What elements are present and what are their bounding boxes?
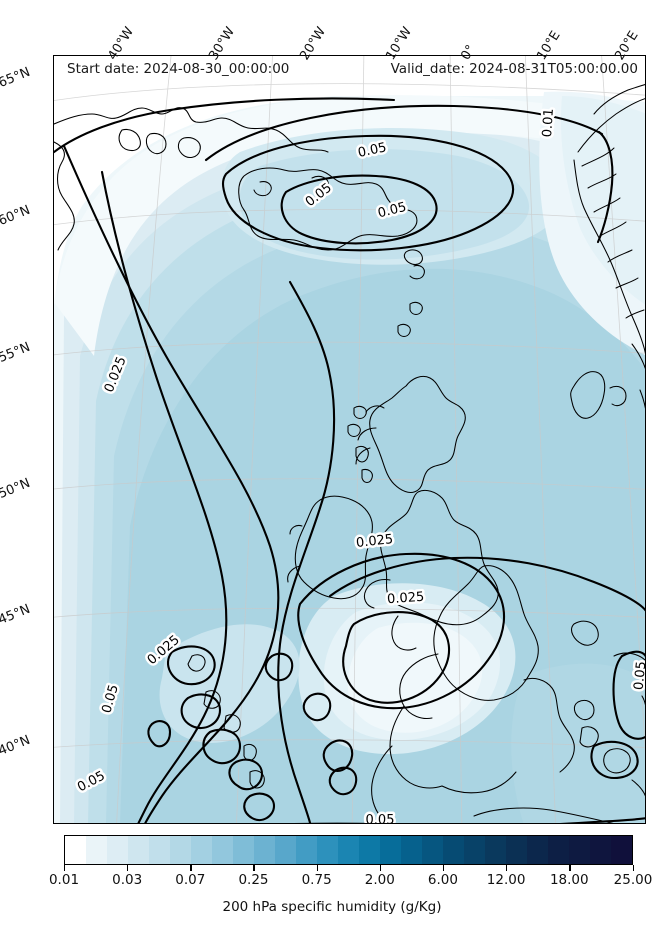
colorbar-swatch: [191, 836, 212, 864]
colorbar-swatch: [359, 836, 380, 864]
colorbar-swatch: [86, 836, 107, 864]
contour-label-halo: 0.025: [355, 532, 394, 551]
colorbar-tick: [64, 865, 66, 871]
colorbar-tick-label: 2.00: [364, 872, 395, 888]
colorbar-title: 200 hPa specific humidity (g/Kg): [222, 899, 442, 915]
map-plot-area[interactable]: 0.05 0.05 0.05 0.05 0.05 0.05 0.01 0.01 0.025 0.0…: [53, 55, 646, 824]
colorbar-tick: [253, 865, 255, 871]
colorbar-swatch: [128, 836, 149, 864]
colorbar-swatch: [317, 836, 338, 864]
colorbar-tick-label: 0.25: [238, 872, 269, 888]
colorbar-tick-label: 25.00: [613, 872, 653, 888]
contour-label-halo: 0.025: [387, 590, 425, 608]
colorbar-swatch: [65, 836, 86, 864]
colorbar-swatch: [275, 836, 296, 864]
colorbar-tick-label: 6.00: [427, 872, 458, 888]
contour-label: 0.025: [355, 532, 394, 551]
contour-line-layer: [54, 97, 645, 823]
lat-tick-label: 40°N: [0, 732, 33, 759]
contour-label-halo: 0.05: [366, 813, 395, 824]
lat-tick-label: 55°N: [0, 339, 33, 366]
contour-label: 0.05: [632, 660, 646, 690]
colorbar-ticks: [64, 865, 635, 873]
contour-label: 0.05: [357, 140, 388, 161]
lat-tick-label: 50°N: [0, 475, 33, 502]
colorbar-tick-label: 0.75: [301, 872, 332, 888]
colorbar[interactable]: [64, 835, 633, 865]
colorbar-tick-label: 18.00: [549, 872, 589, 888]
colorbar-gradient[interactable]: [64, 835, 633, 865]
colorbar-tick: [379, 865, 382, 871]
lat-tick-label: 60°N: [0, 202, 33, 229]
colorbar-swatch: [233, 836, 254, 864]
contour-label: 0.01: [540, 108, 557, 138]
colorbar-swatch: [464, 836, 485, 864]
colorbar-tick: [633, 865, 635, 871]
colorbar-swatch: [611, 836, 632, 864]
colorbar-swatch: [548, 836, 569, 864]
colorbar-swatch: [212, 836, 233, 864]
colorbar-swatch: [296, 836, 317, 864]
filled-contour-layer: [54, 56, 645, 823]
coastline-layer: [54, 84, 645, 823]
colorbar-tick-label: 0.01: [48, 872, 80, 888]
colorbar-swatch: [401, 836, 422, 864]
contour-label-halo: 0.05: [632, 660, 646, 690]
colorbar-swatch: [149, 836, 170, 864]
colorbar-swatch: [485, 836, 506, 864]
colorbar-swatch: [569, 836, 590, 864]
contour-label: 0.025: [387, 590, 425, 608]
colorbar-swatch: [338, 836, 359, 864]
contour-label-halo: 0.01: [540, 108, 557, 138]
colorbar-tick: [127, 865, 129, 871]
colorbar-swatch: [170, 836, 191, 864]
lat-tick-label: 65°N: [0, 64, 33, 91]
colorbar-tick-label: 12.00: [486, 872, 526, 888]
colorbar-swatch: [590, 836, 611, 864]
colorbar-swatch: [506, 836, 527, 864]
colorbar-tick: [442, 865, 445, 871]
colorbar-tick: [506, 865, 508, 871]
colorbar-tick: [190, 865, 192, 871]
contour-label: 0.05: [376, 200, 408, 222]
colorbar-swatch: [527, 836, 548, 864]
lat-tick-label: 45°N: [0, 601, 33, 628]
colorbar-tick-label: 0.03: [112, 872, 143, 888]
colorbar-swatch: [443, 836, 464, 864]
colorbar-swatch: [254, 836, 275, 864]
colorbar-swatch: [380, 836, 401, 864]
contour-label: 0.05: [366, 813, 395, 824]
colorbar-tick: [569, 865, 571, 871]
colorbar-tick: [316, 865, 318, 871]
colorbar-tick-labels: 0.01 0.03 0.07 0.25 0.75 2.00 6.00 12.00 18.00 25…: [0, 872, 664, 892]
colorbar-swatch: [422, 836, 443, 864]
colorbar-tick-label: 0.07: [175, 872, 206, 888]
colorbar-swatch: [107, 836, 128, 864]
map-contour-plot: 0.050.050.050.050.050.050.010.010.0250.0…: [54, 56, 646, 824]
